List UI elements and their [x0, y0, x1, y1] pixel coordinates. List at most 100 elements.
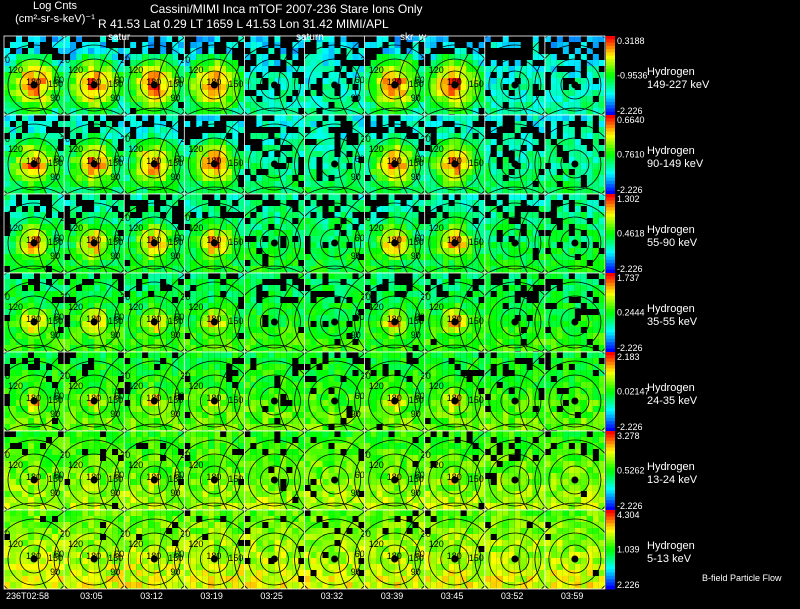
- contour-label: 30: [120, 213, 130, 223]
- energy-label: 35-55 keV: [647, 316, 698, 328]
- contour-label: 180: [447, 551, 462, 561]
- x-tick-label: 03:05: [80, 591, 103, 601]
- saturn-dot: [210, 81, 218, 89]
- saturn-dot: [150, 555, 158, 563]
- contour-label: 30: [60, 529, 70, 539]
- contour-label: 120: [369, 144, 384, 154]
- saturn-dot: [210, 160, 218, 168]
- contour-label: 120: [8, 381, 23, 391]
- contour-label: 150: [228, 79, 243, 89]
- contour-label: 90: [411, 488, 421, 498]
- contour-label: 150: [228, 158, 243, 168]
- contour-label: 90: [411, 172, 421, 182]
- contour-label: 120: [128, 144, 143, 154]
- contour-label: 180: [387, 235, 402, 245]
- contour-label: 60: [0, 154, 4, 164]
- species-label: Hydrogen: [647, 540, 695, 552]
- contour-label: 90: [110, 488, 120, 498]
- colorbar-1: 0.3188 -0.9536 -2.226: [606, 36, 648, 116]
- panel-label-4: Hydrogen 35-55 keV: [647, 303, 697, 329]
- colorbar-mid: 0.2444: [617, 308, 645, 318]
- colorbar-min: -2.226: [617, 422, 643, 432]
- saturn-dot: [571, 318, 579, 326]
- contour-label: 90: [351, 330, 361, 340]
- contour-label: 180: [26, 156, 41, 166]
- contour-label: 120: [68, 381, 83, 391]
- contour-label: 30: [180, 134, 190, 144]
- colorbar-min: -2.226: [617, 106, 643, 116]
- saturn-dot: [331, 239, 339, 247]
- contour-label: 30: [0, 529, 10, 539]
- contour-label: 150: [168, 158, 183, 168]
- contour-label: 30: [421, 55, 431, 65]
- frame-6-4: 30 60 90 120 150 180: [157, 423, 271, 537]
- x-tick-label: 03:12: [140, 591, 163, 601]
- contour-label: 60: [415, 549, 425, 559]
- contour-label: 150: [469, 474, 484, 484]
- contour-label: 180: [447, 393, 462, 403]
- contour-label: 150: [48, 553, 63, 563]
- contour-label: 150: [108, 79, 123, 89]
- contour-label: 30: [180, 450, 190, 460]
- frame-4-4: 30 60 90 120 150 180: [157, 265, 271, 379]
- saturn-dot: [451, 239, 459, 247]
- frame-7-8: 30 60 90 120 150 180: [398, 502, 512, 609]
- colorbar-5: 2.183 0.02147 -2.226: [606, 352, 650, 432]
- contour-label: 30: [180, 55, 190, 65]
- contour-label: 150: [168, 474, 183, 484]
- frame-1-2: 30 60 90 120 150 180: [37, 28, 151, 142]
- species-label: Hydrogen: [647, 382, 695, 394]
- species-label: Hydrogen: [647, 66, 695, 78]
- chart-title: Cassini/MIMI Inca mTOF 2007-236 Stare Io…: [150, 2, 423, 16]
- contour-label: 120: [369, 460, 384, 470]
- contour-label: 90: [411, 409, 421, 419]
- contour-label: 120: [68, 223, 83, 233]
- contour-label: 180: [146, 314, 161, 324]
- contour-label: 150: [409, 237, 424, 247]
- contour-label: 180: [387, 314, 402, 324]
- contour-label: 60: [415, 391, 425, 401]
- contour-label: 60: [355, 549, 365, 559]
- saturn-dot: [30, 81, 38, 89]
- energy-label: 55-90 keV: [647, 237, 698, 249]
- contour-label: 150: [108, 316, 123, 326]
- contour-label: 60: [114, 549, 124, 559]
- contour-label: 180: [387, 77, 402, 87]
- panel-6: 3060901201501803060901201501803060901201…: [0, 423, 632, 537]
- contour-label: 60: [174, 391, 184, 401]
- contour-label: 90: [170, 251, 180, 261]
- saturn-dot: [150, 476, 158, 484]
- saturn-dot: [270, 81, 278, 89]
- frame-6-9: [458, 423, 572, 537]
- saturn-dot: [451, 318, 459, 326]
- contour-label: 150: [469, 316, 484, 326]
- saturn-dot: [571, 239, 579, 247]
- contour-label: 180: [387, 156, 402, 166]
- contour-label: 30: [0, 134, 10, 144]
- frame-1-3: 30 60 90 120 150 180: [97, 28, 211, 142]
- saturn-dot: [571, 397, 579, 405]
- contour-label: 150: [48, 158, 63, 168]
- saturn-dot: [270, 239, 278, 247]
- contour-label: 60: [355, 233, 365, 243]
- saturn-dot: [90, 476, 98, 484]
- contour-label: 120: [429, 144, 444, 154]
- contour-label: 60: [174, 154, 184, 164]
- contour-label: 150: [469, 395, 484, 405]
- colorbar-max: 0.3188: [617, 36, 645, 46]
- colorbar-mid: 0.5262: [617, 466, 645, 476]
- contour-label: 180: [447, 472, 462, 482]
- colorbar-4: 1.737 0.2444 -2.226: [606, 273, 645, 353]
- contour-label: 60: [415, 233, 425, 243]
- contour-label: 150: [108, 553, 123, 563]
- contour-label: 60: [114, 312, 124, 322]
- x-tick-label: 236T02:58: [6, 591, 49, 601]
- contour-label: 30: [361, 55, 371, 65]
- contour-label: 120: [369, 65, 384, 75]
- saturn-dot: [210, 397, 218, 405]
- contour-label: 60: [174, 549, 184, 559]
- frame-2-2: 30 60 90 120 150 180: [37, 107, 151, 221]
- contour-label: 90: [110, 567, 120, 577]
- species-label: Hydrogen: [647, 461, 695, 473]
- contour-label: 180: [26, 551, 41, 561]
